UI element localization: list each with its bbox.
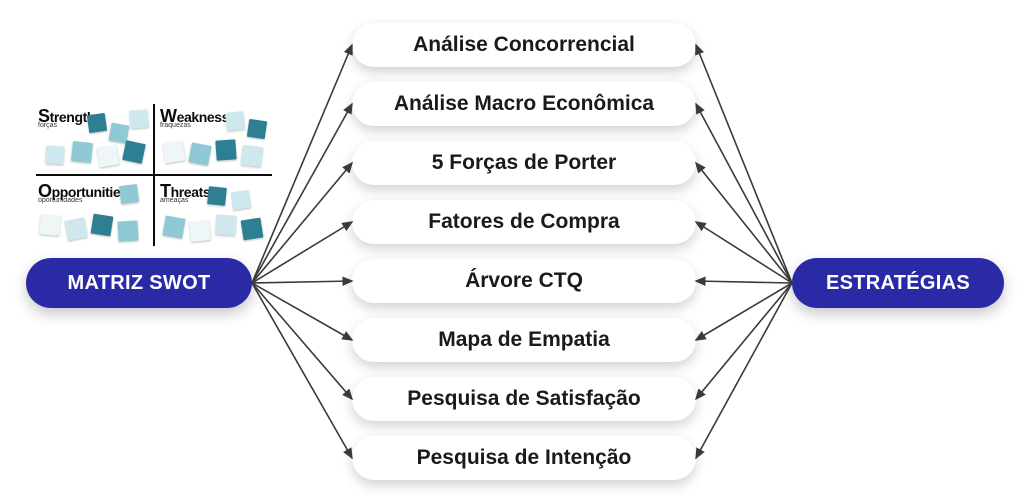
center-item-label: 5 Forças de Porter <box>432 151 616 175</box>
sticky-note <box>96 144 119 167</box>
sticky-note <box>247 119 267 139</box>
sticky-note <box>188 142 211 165</box>
swot-quadrant-o: Opportunitiesoportunidades <box>32 175 154 250</box>
diagram-canvas: StrengthsforçasWeaknessesfraquezasOpport… <box>0 0 1024 502</box>
sticky-note <box>129 109 149 129</box>
center-item-label: Fatores de Compra <box>428 210 619 234</box>
center-item: Análise Macro Econômica <box>352 82 696 126</box>
left-pill-label: MATRIZ SWOT <box>68 272 211 295</box>
swot-subtitle: oportunidades <box>38 197 82 204</box>
center-item-label: Árvore CTQ <box>465 269 583 293</box>
arrow-right <box>696 104 792 283</box>
sticky-note <box>231 190 251 210</box>
sticky-note <box>225 111 245 131</box>
center-item-label: Análise Macro Econômica <box>394 92 654 116</box>
center-item: 5 Forças de Porter <box>352 141 696 185</box>
swot-quadrant-t: Threatsameaças <box>154 175 276 250</box>
arrow-right <box>696 222 792 283</box>
sticky-note <box>162 215 185 238</box>
arrow-right <box>696 283 792 458</box>
center-item: Mapa de Empatia <box>352 318 696 362</box>
swot-thumbnail: StrengthsforçasWeaknessesfraquezasOpport… <box>32 100 276 250</box>
swot-subtitle: ameaças <box>160 197 188 204</box>
arrow-left <box>252 283 352 340</box>
center-item: Pesquisa de Intenção <box>352 436 696 480</box>
arrow-right <box>696 283 792 340</box>
sticky-note <box>39 214 61 236</box>
right-pill-label: ESTRATÉGIAS <box>826 272 970 295</box>
arrow-right <box>696 281 792 283</box>
arrow-left <box>252 283 352 399</box>
sticky-note <box>163 141 186 164</box>
arrow-right <box>696 45 792 283</box>
arrow-right <box>696 163 792 283</box>
sticky-note <box>45 145 64 164</box>
swot-divider-horizontal <box>36 174 272 176</box>
sticky-note <box>189 220 211 242</box>
center-item: Pesquisa de Satisfação <box>352 377 696 421</box>
swot-quadrant-s: Strengthsforças <box>32 100 154 175</box>
swot-subtitle: fraquezas <box>160 122 191 129</box>
center-item-label: Pesquisa de Intenção <box>417 446 632 470</box>
arrow-right <box>696 283 792 399</box>
swot-quadrant-w: Weaknessesfraquezas <box>154 100 276 175</box>
sticky-note <box>207 186 227 206</box>
center-item-label: Análise Concorrencial <box>413 33 635 57</box>
sticky-note <box>117 220 138 241</box>
sticky-note <box>87 113 107 133</box>
arrow-left <box>252 283 352 458</box>
right-pill-estrategias: ESTRATÉGIAS <box>792 258 1004 308</box>
swot-subtitle: forças <box>38 122 57 129</box>
sticky-note <box>64 217 87 240</box>
sticky-note <box>215 214 236 235</box>
sticky-note <box>119 184 139 204</box>
arrows-layer <box>0 0 1024 502</box>
center-item: Fatores de Compra <box>352 200 696 244</box>
sticky-note <box>241 145 263 167</box>
sticky-note <box>71 141 93 163</box>
sticky-note <box>122 140 146 164</box>
sticky-note <box>91 214 114 237</box>
center-item-label: Pesquisa de Satisfação <box>407 387 640 411</box>
sticky-note <box>241 218 264 241</box>
center-item-label: Mapa de Empatia <box>438 328 610 352</box>
sticky-note <box>215 139 236 160</box>
center-item: Análise Concorrencial <box>352 23 696 67</box>
center-item: Árvore CTQ <box>352 259 696 303</box>
arrow-left <box>252 281 352 283</box>
left-pill-matriz-swot: MATRIZ SWOT <box>26 258 252 308</box>
